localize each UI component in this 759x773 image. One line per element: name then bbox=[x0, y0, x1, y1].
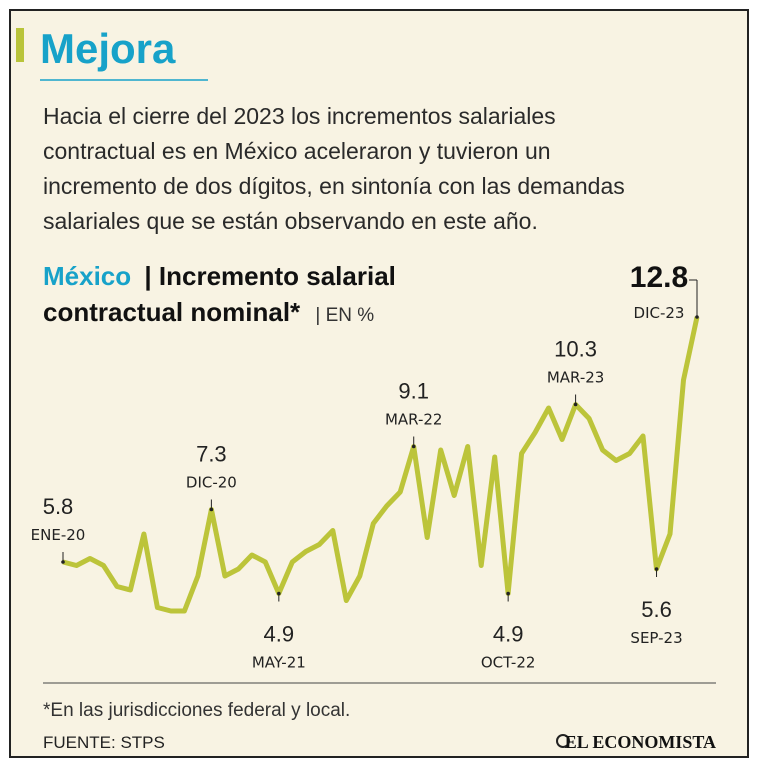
category-label: MAR-22 bbox=[385, 411, 443, 429]
value-label: 5.8 bbox=[43, 494, 74, 519]
title-accent bbox=[16, 28, 24, 62]
logo-icon bbox=[556, 734, 570, 748]
value-label: 12.8 bbox=[630, 261, 688, 294]
category-label: ENE-20 bbox=[31, 526, 86, 544]
chart-title-part: México bbox=[43, 261, 131, 291]
source: FUENTE: STPS bbox=[43, 733, 165, 752]
title: Mejora bbox=[40, 25, 176, 72]
category-label: DIC-20 bbox=[186, 474, 237, 492]
chart-title-part: | EN % bbox=[315, 305, 374, 326]
chart-title: contractual nominal* | EN % bbox=[43, 297, 374, 327]
category-label: MAY-21 bbox=[252, 654, 306, 672]
intro-line: Hacia el cierre del 2023 los incrementos… bbox=[43, 103, 556, 129]
value-label: 10.3 bbox=[554, 337, 597, 362]
chart-title-part: | Incremento salarial bbox=[144, 261, 396, 291]
footnote: *En las jurisdicciones federal y local. bbox=[43, 700, 350, 721]
value-label: 4.9 bbox=[493, 622, 524, 647]
series-line bbox=[62, 316, 700, 614]
plot: 5.8 ENE-20 7.3 DIC-20 4.9 MAY-21 9.1 MAR-22 4.9 O… bbox=[31, 261, 700, 672]
value-label: 9.1 bbox=[398, 379, 429, 404]
intro-line: salariales que se están observando en es… bbox=[43, 208, 538, 234]
value-label: 7.3 bbox=[196, 442, 227, 467]
category-label: SEP-23 bbox=[630, 629, 682, 647]
logo: EL ECONOMISTA bbox=[565, 732, 716, 752]
value-label: 4.9 bbox=[264, 622, 295, 647]
category-label: MAR-23 bbox=[547, 369, 605, 387]
intro-line: contractual es en México aceleraron y tu… bbox=[43, 138, 551, 164]
value-label: 5.6 bbox=[641, 597, 672, 622]
category-label: OCT-22 bbox=[481, 654, 536, 672]
frame bbox=[9, 9, 749, 758]
chart-title-part: contractual nominal* bbox=[43, 297, 301, 327]
chart-title: México | Incremento salarial bbox=[43, 261, 396, 291]
category-label: DIC-23 bbox=[634, 304, 685, 322]
intro-line: incremento de dos dígitos, en sintonía c… bbox=[43, 173, 625, 199]
